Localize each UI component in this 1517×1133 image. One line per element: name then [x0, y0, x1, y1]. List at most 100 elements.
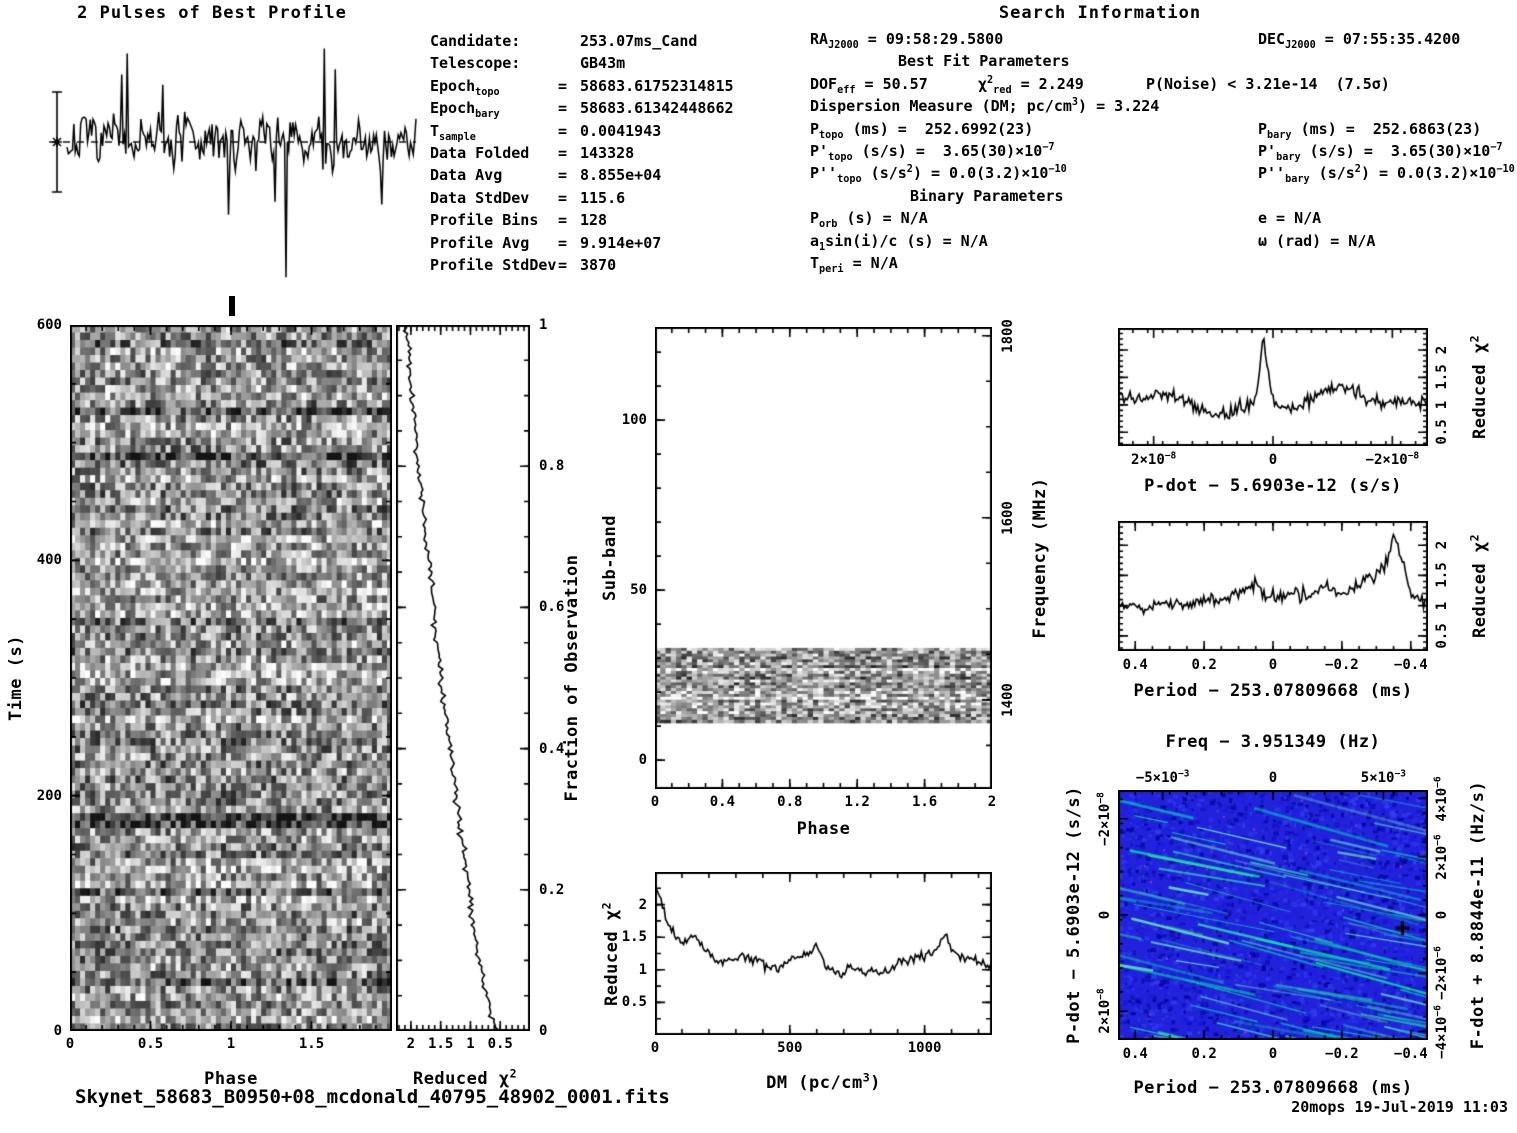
tick-label: 0 [1268, 452, 1278, 468]
tick-label: 0.8 [539, 458, 565, 475]
info-line: Dispersion Measure (DM; pc/cm3) = 3.224 [810, 97, 1517, 119]
info-line: Profile Bins = 128 [430, 211, 805, 233]
info-line: Data Avg = 8.855e+04 [430, 166, 805, 188]
info-text: Data StdDev [430, 188, 530, 207]
info-text: Telescope: [430, 54, 521, 73]
info-text: Binary Parameters [910, 186, 1064, 205]
info-text: P'bary (s/s) = 3.65(30)×10−7 [1258, 142, 1503, 163]
info-text: 58683.61342448662 [580, 99, 734, 118]
tick-label: −0.4 [1393, 1046, 1428, 1062]
info-text: Profile StdDev [430, 256, 557, 274]
tick-label: 1000 [907, 1040, 942, 1056]
tick-label: 1.2 [844, 794, 870, 810]
tick-label: 0 [53, 1023, 62, 1039]
info-text: 253.07ms_Cand [580, 32, 698, 50]
tick-label: 100 [621, 412, 647, 429]
tick-label: 200 [36, 787, 62, 804]
generator-credit: 20mops 19-Jul-2019 11:03 [1291, 1098, 1508, 1116]
tick-label: −2×10−6 [1432, 946, 1450, 1001]
tick-label: 400 [36, 552, 62, 569]
tick-label: 0.6 [539, 599, 565, 616]
tick-label: 2 [987, 794, 997, 810]
search-information-title: Search Information [998, 3, 1202, 23]
best-profile-chart [45, 30, 420, 295]
info-line: Profile StdDev = 3870 [430, 256, 805, 278]
info-text: Tperi = N/A [810, 254, 898, 275]
x-axis-title: Period − 253.07809668 (ms) [1133, 681, 1413, 701]
tick-label: −0.4 [1393, 657, 1428, 673]
tick-label: 2 [1434, 540, 1450, 550]
info-text: Data Folded [430, 144, 530, 162]
tick-label: 0.5 [487, 1036, 513, 1052]
period-pdot-plane-map [1118, 790, 1428, 1040]
tick-label: 0.8 [777, 794, 803, 810]
tick-label: 0.5 [1434, 623, 1450, 649]
candidate-info-block: Candidate: 253.07ms_Cand Telescope: GB43m Ep… [430, 32, 805, 284]
tick-label: 0.4 [709, 794, 736, 810]
info-line: Tsample = 0.0041943 [430, 122, 805, 144]
chi2-vs-fraction-chart [396, 325, 530, 1031]
profile-phase-marker [229, 296, 235, 316]
tick-label: 2×10−8 [1131, 450, 1177, 468]
source-filename: Skynet_58683_B0950+08_mcdonald_40795_489… [75, 1086, 670, 1108]
info-text: Data Avg [430, 166, 503, 185]
info-text: Epochtopo [430, 76, 500, 98]
x-axis-title: Phase [796, 819, 851, 839]
info-line: DOFeff = 50.57 χ2red = 2.249 P(Noise) < 3.… [810, 75, 1517, 97]
info-line: P'topo (s/s) = 3.65(30)×10−7 P'bary (s/s)… [810, 142, 1517, 164]
tick-label: 1400 [1000, 682, 1016, 717]
tick-label: 1 [539, 317, 548, 333]
search-info-block: RAJ2000 = 09:58:29.5800 DECJ2000 = 07:55:… [810, 30, 1517, 292]
x-axis-title: DM (pc/cm3) [766, 1070, 881, 1093]
tick-label: 1 [466, 1036, 475, 1052]
tick-label: 600 [36, 317, 62, 333]
chi2-vs-dm-chart [655, 872, 992, 1035]
tick-label: 0 [1268, 770, 1278, 786]
info-line: Telescope: GB43m [430, 54, 805, 76]
info-text: = [558, 99, 568, 118]
right-axis-title: Reduced χ2 [1467, 533, 1490, 639]
tick-label: 1.5 [1434, 364, 1450, 391]
chi2-vs-period-chart [1118, 521, 1428, 651]
info-line: a1sin(i)/c (s) = N/A ω (rad) = N/A [810, 232, 1517, 254]
tick-label: −2×10−8 [1095, 791, 1113, 846]
info-text: = [558, 211, 568, 230]
info-text: P''bary (s/s2) = 0.0(3.2)×10−10 [1258, 164, 1515, 186]
info-text: χ2red = 2.249 [978, 74, 1084, 96]
tick-label: −4×10−6 [1432, 1004, 1450, 1059]
tick-label: −0.2 [1325, 1046, 1359, 1062]
info-text: = [558, 256, 568, 274]
tick-label: 4×10−6 [1432, 775, 1450, 822]
tick-label: 50 [630, 582, 647, 599]
tick-label: 0.5 [137, 1036, 164, 1052]
tick-label: 500 [777, 1040, 803, 1056]
info-line: RAJ2000 = 09:58:29.5800 DECJ2000 = 07:55:… [810, 30, 1517, 52]
info-text: 58683.61752314815 [580, 76, 734, 95]
tick-label: 0.4 [539, 740, 565, 757]
top-axis-title: Freq − 3.951349 (Hz) [1165, 732, 1381, 752]
info-text: Best Fit Parameters [898, 52, 1070, 71]
right-axis-title: Reduced χ2 [1467, 334, 1490, 440]
info-text: = [558, 188, 568, 207]
tick-label: 0 [638, 752, 647, 769]
info-text: Candidate: [430, 32, 521, 50]
tick-label: 0 [1268, 657, 1278, 673]
y-axis-title: Sub-band [600, 515, 620, 601]
tick-label: 0.2 [539, 881, 565, 898]
y-axis-title: Time (s) [6, 635, 26, 721]
tick-label: −5×10−3 [1135, 768, 1190, 786]
tick-label: 0 [1097, 910, 1113, 920]
info-text: 3870 [580, 256, 617, 274]
right-axis-title: F-dot + 8.8844e-11 (Hz/s) [1468, 780, 1488, 1050]
tick-label: 0 [650, 1040, 660, 1056]
tick-label: 0.4 [1122, 657, 1148, 673]
tick-label: 2 [406, 1036, 416, 1052]
info-text: ω (rad) = N/A [1258, 231, 1376, 250]
info-text: = [558, 121, 568, 140]
tick-label: 0 [1434, 910, 1450, 920]
info-line: Porb (s) = N/A e = N/A [810, 209, 1517, 231]
tick-label: 0 [65, 1036, 75, 1052]
tick-label: 1800 [1000, 318, 1016, 353]
tick-label: 0 [539, 1023, 548, 1039]
